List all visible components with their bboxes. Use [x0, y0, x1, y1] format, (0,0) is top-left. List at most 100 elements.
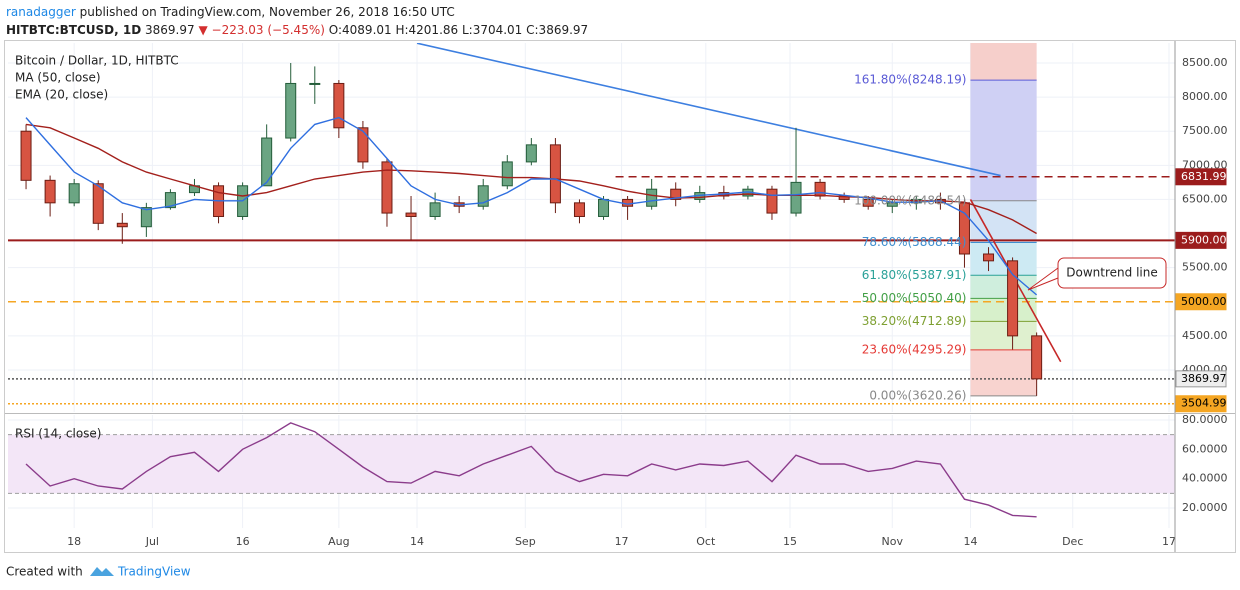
candle-body — [549, 144, 561, 204]
author[interactable]: ranadagger — [6, 5, 76, 19]
x-tick-label: 18 — [67, 535, 81, 548]
fib-label: 38.20%(4712.89) — [862, 314, 967, 328]
candle-body — [983, 253, 995, 262]
series-line — [25, 116, 1038, 296]
chart-title: RSI (14, close) — [15, 427, 101, 441]
x-tick-label: Aug — [328, 535, 349, 548]
y-tick-label: 60.0000 — [1182, 442, 1228, 455]
candle-body — [333, 82, 345, 129]
fib-label: 100.00%(6480.54) — [854, 193, 966, 207]
candle-body — [261, 137, 273, 187]
trendline — [416, 43, 1001, 177]
price-pane — [8, 43, 1175, 412]
annotation: Downtrend line — [1066, 266, 1157, 280]
x-tick-label: 16 — [236, 535, 250, 548]
level-label: 3504.99 — [1181, 397, 1227, 410]
x-tick-label: 17 — [1162, 535, 1176, 548]
chart-title: Bitcoin / Dollar, 1D, HITBTC — [15, 54, 179, 68]
ohlc: O:4089.01 H:4201.86 L:3704.01 C:3869.97 — [329, 23, 588, 37]
x-tick-label: 14 — [963, 535, 977, 548]
created: Created with — [6, 565, 83, 579]
level-box — [1175, 395, 1227, 413]
candle-body — [790, 181, 802, 214]
candle-body — [646, 188, 658, 207]
candle-body — [285, 82, 297, 139]
candle-body — [116, 222, 128, 228]
x-tick-label: 15 — [783, 535, 797, 548]
candle-body — [525, 144, 537, 163]
level-box — [1175, 293, 1227, 311]
fib-label: 161.80%(8248.19) — [854, 73, 966, 87]
legend-entry: MA (50, close) — [15, 71, 101, 85]
x-tick-label: Nov — [882, 535, 904, 548]
fib-zone — [970, 321, 1037, 350]
change: −223.03 (−5.45%) — [212, 23, 325, 37]
x-tick-label: Jul — [145, 535, 159, 548]
series-line — [25, 422, 1037, 518]
last: 3869.97 — [145, 23, 195, 37]
candle-body — [68, 183, 80, 204]
x-tick-label: Sep — [515, 535, 536, 548]
candle-body — [381, 161, 393, 214]
level-box — [1175, 370, 1227, 388]
y-tick-label: 80.0000 — [1182, 413, 1228, 426]
rsi-band — [8, 434, 1175, 494]
brand[interactable]: TradingView — [117, 565, 191, 579]
x-tick-label: Dec — [1062, 535, 1083, 548]
arrow: ▼ — [198, 23, 208, 37]
fib-zone — [970, 298, 1037, 322]
y-tick-label: 20.0000 — [1182, 501, 1228, 514]
fib-zone — [970, 349, 1037, 396]
level-box — [1175, 231, 1227, 249]
level-label: 5000.00 — [1181, 295, 1227, 308]
x-tick-label: 14 — [410, 535, 424, 548]
fib-label: 78.60%(5868.44) — [862, 235, 967, 249]
candle-body — [309, 82, 321, 85]
y-tick-label: 8500.00 — [1182, 56, 1228, 69]
fib-label: 61.80%(5387.91) — [862, 268, 967, 282]
level-label: 5900.00 — [1181, 233, 1227, 246]
candle-body — [598, 198, 610, 217]
fib-zone — [970, 80, 1037, 201]
x-tick-label: 17 — [615, 535, 629, 548]
fib-label: 50.00%(5050.40) — [862, 291, 967, 305]
candle-body — [814, 181, 826, 197]
candle-body — [140, 207, 152, 228]
fib-label: 0.00%(3620.26) — [869, 388, 966, 402]
y-tick-label: 7000.00 — [1182, 158, 1228, 171]
candle-body — [477, 185, 489, 207]
x-tick-label: Oct — [696, 535, 716, 548]
y-tick-label: 40.0000 — [1182, 472, 1228, 485]
logo — [90, 567, 114, 576]
callout-box — [1057, 257, 1167, 289]
level-box — [1175, 168, 1227, 186]
candle-body — [1007, 260, 1019, 337]
candle-body — [501, 161, 513, 187]
symbol-line: HITBTC:BTCUSD, 1D 3869.97 ▼ −223.03 (−5.… — [6, 23, 588, 37]
header-line: ranadagger published on TradingView.com,… — [6, 5, 455, 19]
candle-body — [1031, 335, 1043, 380]
candle-body — [92, 183, 104, 224]
y-tick-label: 8000.00 — [1182, 90, 1228, 103]
frame — [4, 40, 1236, 553]
candle-body — [405, 212, 417, 217]
y-tick-label: 5500.00 — [1182, 261, 1228, 274]
y-tick-label: 7500.00 — [1182, 124, 1228, 137]
candle-body — [20, 130, 32, 181]
candle-body — [357, 127, 369, 163]
candle-body — [573, 202, 585, 217]
fib-zone — [970, 43, 1037, 81]
candle-body — [164, 192, 176, 209]
rsi-pane — [8, 415, 1175, 528]
level-label: 6831.99 — [1181, 170, 1227, 183]
y-tick-label: 4500.00 — [1182, 329, 1228, 342]
candle-body — [766, 188, 778, 214]
published: published on TradingView.com, November 2… — [80, 5, 455, 19]
candle-body — [429, 202, 441, 217]
legend-entry: EMA (20, close) — [15, 88, 108, 102]
fib-label: 23.60%(4295.29) — [862, 342, 967, 356]
level-label: 3869.97 — [1181, 372, 1227, 385]
candle-body — [670, 188, 682, 200]
